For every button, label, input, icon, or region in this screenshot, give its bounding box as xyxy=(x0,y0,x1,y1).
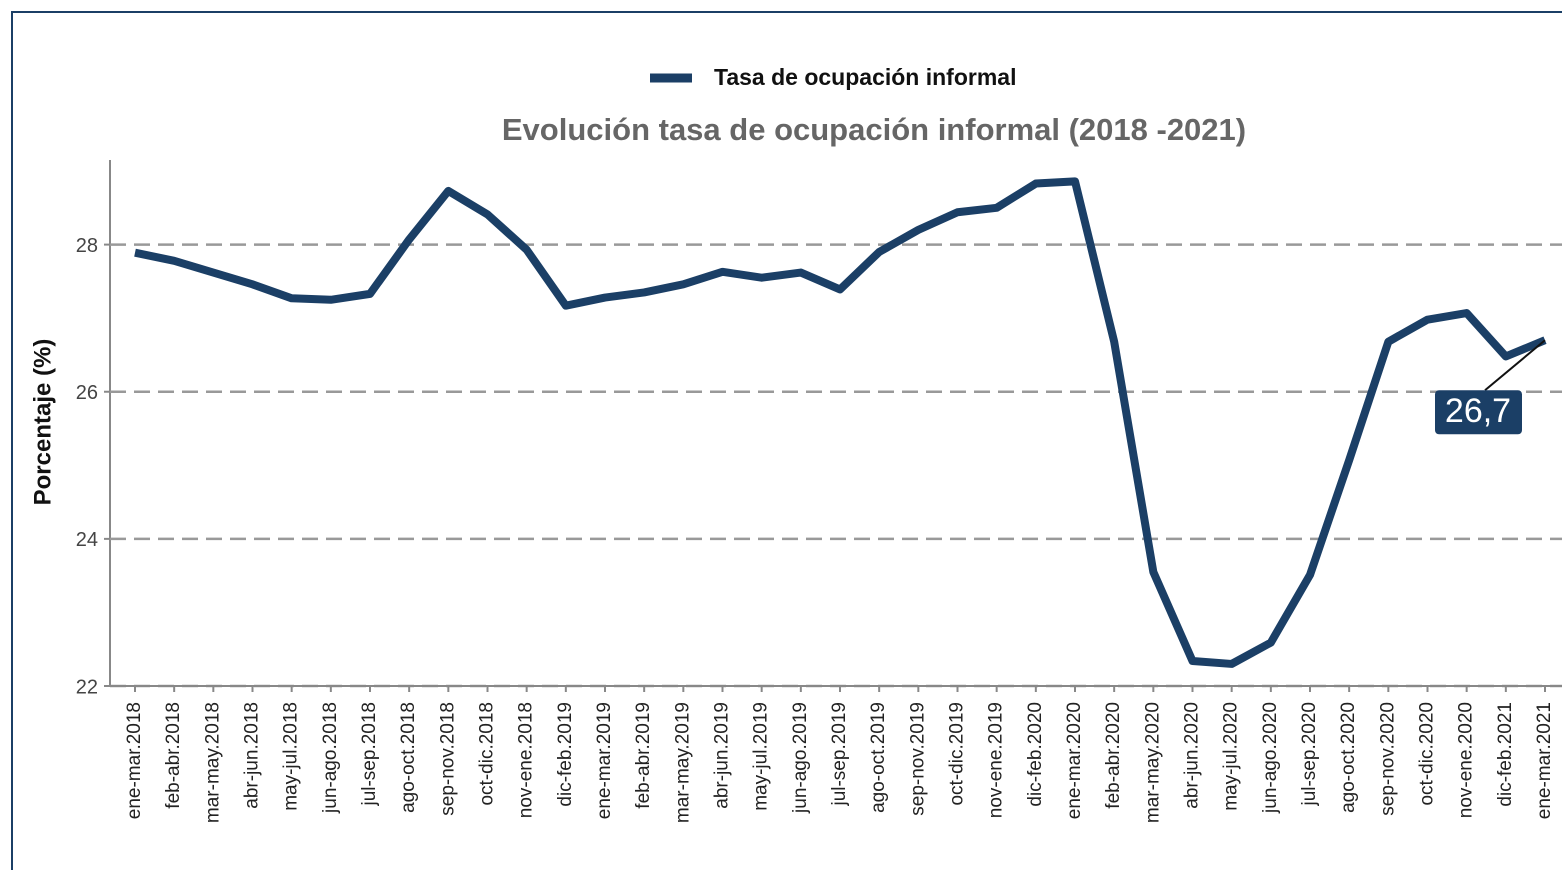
x-tick-label: ago-oct.2019 xyxy=(868,702,889,813)
x-tick-label: ene-mar.2019 xyxy=(594,702,615,819)
value-label: 26,7 xyxy=(1445,392,1511,430)
x-tick-label: nov-ene.2019 xyxy=(986,702,1007,818)
x-tick-label: ene-mar.2018 xyxy=(124,702,145,819)
x-tick-label: sep-nov.2019 xyxy=(907,702,928,816)
x-tick-label: jul-sep.2020 xyxy=(1299,702,1320,807)
y-axis-label: Porcentaje (%) xyxy=(29,339,56,506)
x-tick-label: dic-feb.2020 xyxy=(1025,702,1046,807)
y-tick-label: 24 xyxy=(76,529,98,551)
x-tick-label: feb-abr.2018 xyxy=(163,702,184,809)
x-tick-label: oct-dic.2020 xyxy=(1417,702,1438,806)
series-line xyxy=(134,177,1547,668)
x-tick-label: abr-jun.2020 xyxy=(1182,702,1203,809)
x-tick-label: jul-sep.2019 xyxy=(829,702,850,807)
x-tick-label: nov-ene.2020 xyxy=(1456,702,1477,818)
x-tick-label: mar-may.2020 xyxy=(1142,702,1163,823)
x-tick-label: jun-ago.2020 xyxy=(1260,702,1281,814)
x-tick-label: dic-feb.2019 xyxy=(555,702,576,807)
x-tick-label: nov-ene.2018 xyxy=(516,702,537,818)
x-tick-label: jun-ago.2018 xyxy=(320,702,341,814)
frame xyxy=(11,11,1562,870)
x-tick-label: dic-feb.2021 xyxy=(1495,702,1516,807)
y-tick-label: 22 xyxy=(76,676,98,698)
x-tick-label: mar-may.2018 xyxy=(202,702,223,823)
x-tick-label: ene-mar.2021 xyxy=(1534,702,1555,819)
chart-title: Evolución tasa de ocupación informal (20… xyxy=(502,112,1246,147)
value-label-box xyxy=(1435,390,1522,435)
x-tick-label: may-jul.2019 xyxy=(751,702,772,811)
x-tick-label: sep-nov.2020 xyxy=(1377,702,1398,816)
x-tick-label: jun-ago.2019 xyxy=(790,702,811,814)
x-tick-label: mar-may.2019 xyxy=(672,702,693,823)
legend-label: Tasa de ocupación informal xyxy=(714,64,1016,90)
x-tick-label: ago-oct.2020 xyxy=(1338,702,1359,813)
x-tick-label: oct-dic.2019 xyxy=(947,702,968,806)
x-tick-label: sep-nov.2018 xyxy=(437,702,458,816)
x-tick-label: oct-dic.2018 xyxy=(477,702,498,806)
x-tick-label: ene-mar.2020 xyxy=(1064,702,1085,819)
x-tick-label: may-jul.2018 xyxy=(281,702,302,811)
y-tick-label: 26 xyxy=(76,382,98,404)
x-tick-label: ago-oct.2018 xyxy=(398,702,419,813)
x-tick-label: jul-sep.2018 xyxy=(359,702,380,807)
label-leader xyxy=(1484,339,1546,392)
x-tick-label: abr-jun.2018 xyxy=(242,702,263,809)
x-tick-label: may-jul.2020 xyxy=(1221,702,1242,811)
y-tick-label: 28 xyxy=(76,235,98,257)
x-tick-label: feb-abr.2019 xyxy=(633,702,654,809)
x-tick-label: abr-jun.2019 xyxy=(712,702,733,809)
x-tick-label: feb-abr.2020 xyxy=(1103,702,1124,809)
